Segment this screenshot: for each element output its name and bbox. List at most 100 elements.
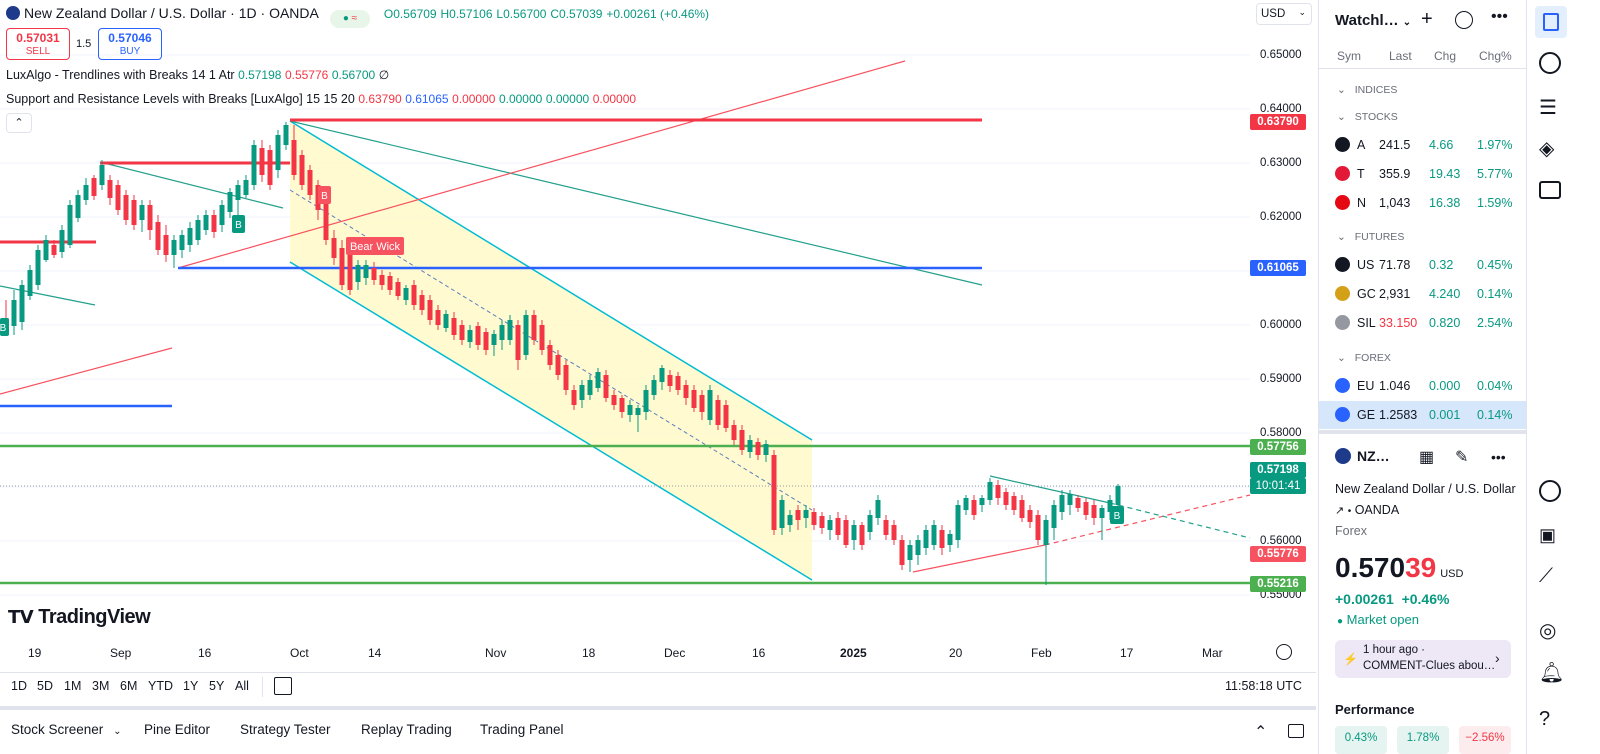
tab-replay-trading[interactable]: Replay Trading (361, 722, 452, 737)
alerts-clock-icon[interactable] (1539, 52, 1561, 74)
chart-line-icon[interactable]: ⟋ (1539, 565, 1553, 587)
col-header-sym[interactable]: Sym (1337, 49, 1361, 63)
candle (651, 375, 657, 400)
maximize-panel-icon[interactable] (1288, 724, 1304, 738)
candle (635, 405, 641, 432)
time-axis-label: 18 (582, 646, 596, 660)
section-forex[interactable]: ⌄ FOREX (1319, 352, 1527, 364)
indicator-legend-2[interactable]: Support and Resistance Levels with Break… (6, 92, 636, 106)
watchlist-row[interactable]: N 1,043 16.38 1.59% (1319, 189, 1527, 217)
chat-icon[interactable] (1539, 181, 1561, 199)
symbol-legend[interactable]: New Zealand Dollar / U.S. Dollar · 1D · … (6, 5, 709, 28)
price-axis-label: 0.65000 (1260, 49, 1302, 61)
goto-date-icon[interactable] (1276, 644, 1292, 660)
news-card[interactable]: ⚡ 1 hour ago · COMMENT-Clues abou… › (1335, 640, 1511, 678)
watchlist-row[interactable]: GE 1.2583 0.001 0.14% (1319, 401, 1527, 429)
tradingview-watermark[interactable]: 𝗧𝗩 TradingView (8, 606, 151, 629)
tab-trading-panel[interactable]: Trading Panel (480, 722, 564, 737)
buy-button[interactable]: 0.57046 BUY (98, 28, 162, 60)
perf-cell[interactable]: −2.56% (1459, 726, 1511, 754)
sell-button[interactable]: 0.57031 SELL (6, 28, 70, 60)
perf-cell[interactable]: 0.43% (1335, 726, 1387, 754)
calendar-icon[interactable]: ▣ (1539, 525, 1557, 545)
section-futures[interactable]: ⌄ FUTURES (1319, 231, 1527, 243)
price-tag-resistance: 0.63790 (1250, 114, 1306, 130)
indicator-legend-1[interactable]: LuxAlgo - Trendlines with Breaks 14 1 At… (6, 68, 389, 82)
watchlist-row[interactable]: GC 2,931 4.240 0.14% (1319, 280, 1527, 308)
range-button-5y[interactable]: 5Y (209, 679, 225, 693)
market-status-dot[interactable]: ● ≈ (329, 10, 370, 28)
news-list-icon[interactable]: ☰ (1539, 97, 1557, 119)
layers-icon[interactable]: ◈ (1539, 138, 1555, 160)
time-axis-label: 20 (949, 646, 963, 660)
row-change: 4.66 (1429, 138, 1454, 152)
tab-pine-editor[interactable]: Pine Editor (144, 722, 211, 737)
section-label: STOCKS (1354, 111, 1398, 123)
candle (859, 522, 865, 550)
notifications-bell-icon[interactable]: 🔔︎ (1539, 662, 1565, 684)
col-header-chg-pct[interactable]: Chg% (1479, 49, 1512, 63)
candle (203, 210, 209, 235)
col-header-last[interactable]: Last (1389, 49, 1412, 63)
watchlist-tool-button[interactable] (1535, 6, 1567, 38)
chevron-down-icon: ⌄ (113, 726, 122, 737)
candle (427, 295, 433, 325)
candle (579, 380, 585, 408)
details-exchange[interactable]: ↗ • OANDA (1335, 503, 1400, 517)
price-chart[interactable]: Bear Wick B B B B (0, 0, 1316, 672)
section-indices[interactable]: ⌄ INDICES (1319, 84, 1527, 96)
chevron-down-icon: ⌄ (1337, 111, 1346, 123)
collapse-legend-button[interactable]: ⌃ (6, 113, 32, 133)
help-icon[interactable]: ? (1539, 708, 1551, 730)
indicator-value: 0.56700 (331, 68, 376, 82)
range-button-all[interactable]: All (235, 679, 249, 693)
utc-clock[interactable]: 11:58:18 UTC (1225, 679, 1302, 693)
range-button-6m[interactable]: 6M (120, 679, 138, 693)
tab-strategy-tester[interactable]: Strategy Tester (240, 722, 331, 737)
candle (1043, 515, 1049, 585)
tab-stock-screener[interactable]: Stock Screener ⌄ (11, 722, 121, 737)
row-change-pct: 1.59% (1477, 196, 1513, 210)
edit-note-icon[interactable]: ✎ (1455, 449, 1469, 466)
chevron-up-icon[interactable]: ⌃ (1254, 724, 1268, 741)
details-symbol[interactable]: NZ… (1335, 448, 1390, 464)
watchlist-row[interactable]: T 355.9 19.43 5.77% (1319, 160, 1527, 188)
range-button-5d[interactable]: 5D (37, 679, 53, 693)
chart-area[interactable]: Bear Wick B B B B New Zealand Dollar / U… (0, 0, 1316, 672)
range-button-1m[interactable]: 1M (64, 679, 82, 693)
broadcast-icon[interactable]: ◎ (1539, 620, 1557, 642)
time-axis-label: Nov (485, 646, 507, 660)
range-button-3m[interactable]: 3M (92, 679, 110, 693)
watchlist-title-text: Watchl… (1335, 12, 1399, 29)
currency-select[interactable]: USD ⌄ (1256, 3, 1312, 25)
perf-cell[interactable]: 1.78% (1397, 726, 1449, 754)
range-button-ytd[interactable]: YTD (148, 679, 173, 693)
market-status[interactable]: ● Market open (1337, 612, 1419, 627)
watchlist-row[interactable]: A 241.5 4.66 1.97% (1319, 131, 1527, 159)
advanced-view-icon[interactable] (1455, 11, 1473, 29)
candle (11, 290, 17, 335)
range-button-1y[interactable]: 1Y (183, 679, 199, 693)
calendar-range-icon[interactable] (274, 677, 292, 695)
target-icon[interactable] (1539, 480, 1561, 502)
more-options-icon[interactable]: ••• (1491, 8, 1508, 25)
watchlist-row[interactable]: EU 1.046 0.000 0.04% (1319, 372, 1527, 400)
range-button-1d[interactable]: 1D (11, 679, 27, 693)
grid-view-icon[interactable]: ▦ (1419, 449, 1435, 466)
ohlc-close: C0.57039 (550, 7, 603, 21)
row-symbol: EU (1357, 379, 1375, 393)
watchlist-row[interactable]: SIL 33.150 0.820 2.54% (1319, 309, 1527, 337)
candle (587, 375, 593, 400)
section-stocks[interactable]: ⌄ STOCKS (1319, 111, 1527, 123)
more-options-icon[interactable]: ••• (1491, 449, 1506, 465)
watchlist-row[interactable]: US 71.78 0.32 0.45% (1319, 251, 1527, 279)
candle (387, 272, 393, 295)
col-header-chg[interactable]: Chg (1434, 49, 1457, 63)
candle (795, 505, 801, 530)
candle (659, 365, 665, 390)
candle (819, 512, 825, 534)
add-symbol-icon[interactable]: + (1421, 8, 1433, 30)
watchlist-title[interactable]: Watchl… ⌄ (1335, 12, 1411, 29)
trendline-down-teal (289, 120, 983, 286)
chevron-up-icon: ⌃ (14, 117, 24, 129)
